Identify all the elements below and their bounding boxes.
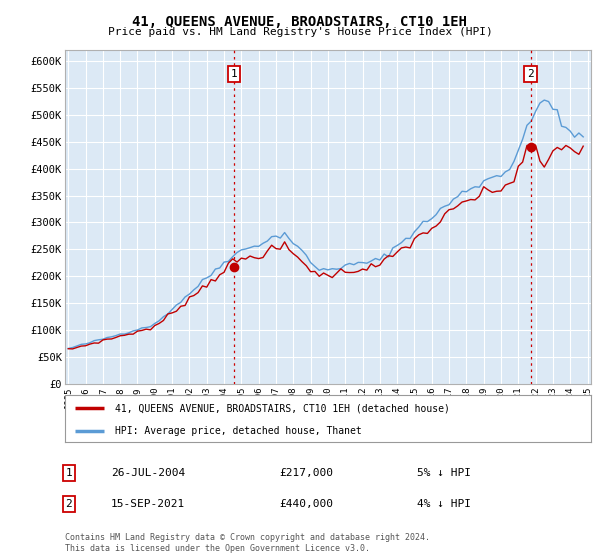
Text: Price paid vs. HM Land Registry's House Price Index (HPI): Price paid vs. HM Land Registry's House … [107,27,493,37]
Text: £440,000: £440,000 [279,499,333,509]
Text: 4% ↓ HPI: 4% ↓ HPI [417,499,471,509]
Text: 5% ↓ HPI: 5% ↓ HPI [417,468,471,478]
Text: 1: 1 [65,468,73,478]
Text: 26-JUL-2004: 26-JUL-2004 [111,468,185,478]
Text: 15-SEP-2021: 15-SEP-2021 [111,499,185,509]
Text: 1: 1 [230,69,237,79]
Text: 41, QUEENS AVENUE, BROADSTAIRS, CT10 1EH (detached house): 41, QUEENS AVENUE, BROADSTAIRS, CT10 1EH… [115,403,449,413]
Text: Contains HM Land Registry data © Crown copyright and database right 2024.
This d: Contains HM Land Registry data © Crown c… [65,533,430,553]
Text: 2: 2 [65,499,73,509]
Text: 41, QUEENS AVENUE, BROADSTAIRS, CT10 1EH: 41, QUEENS AVENUE, BROADSTAIRS, CT10 1EH [133,15,467,29]
Text: £217,000: £217,000 [279,468,333,478]
Text: 2: 2 [527,69,534,79]
Text: HPI: Average price, detached house, Thanet: HPI: Average price, detached house, Than… [115,426,362,436]
